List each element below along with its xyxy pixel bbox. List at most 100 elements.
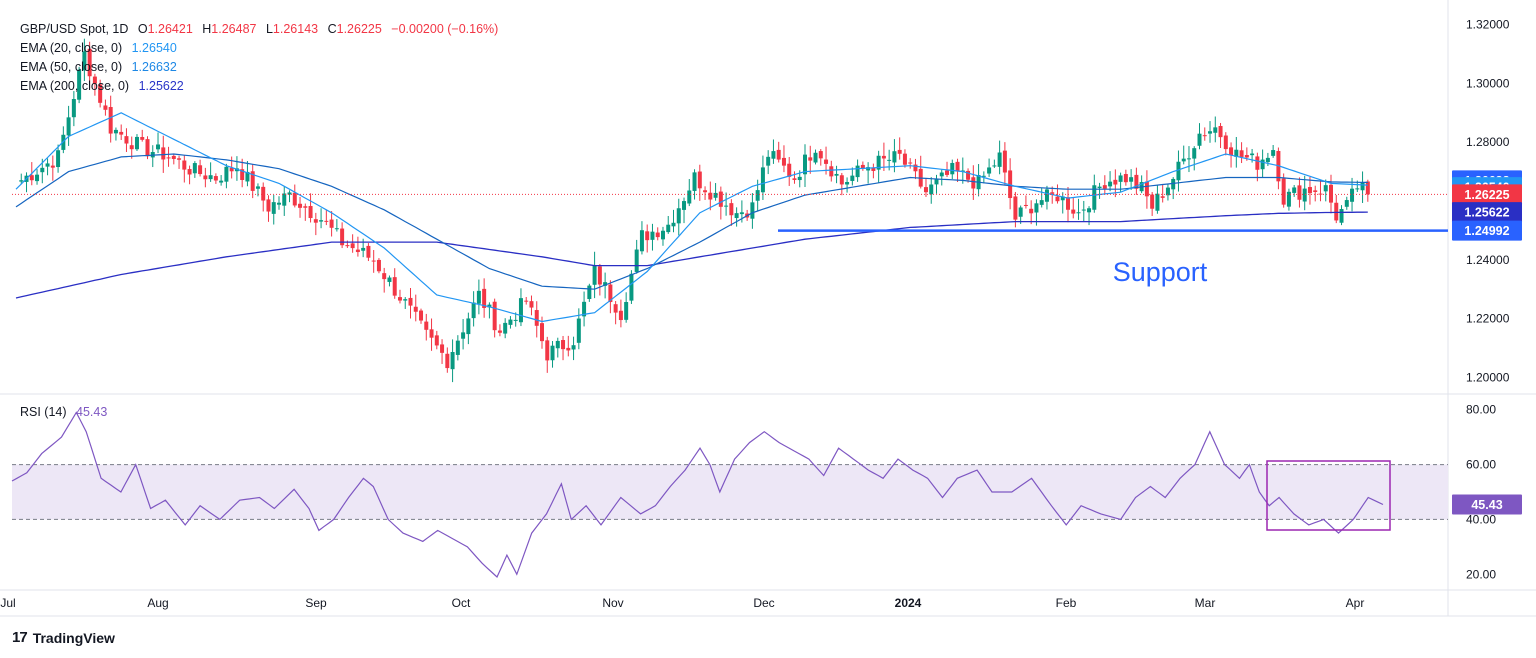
candle-body: [208, 175, 213, 180]
candle-body: [497, 330, 502, 333]
ema200-label: EMA (200, close, 0): [20, 79, 130, 93]
x-tick-label: Jul: [0, 596, 15, 610]
candle-body: [1018, 207, 1023, 217]
candle-body: [1323, 185, 1328, 192]
ema20-label: EMA (20, close, 0): [20, 41, 123, 55]
candle-body: [376, 259, 381, 272]
candle-body: [829, 166, 834, 177]
open-value: 1.26421: [147, 22, 193, 36]
candle-body: [482, 288, 487, 308]
candle-body: [487, 304, 492, 308]
candle-body: [1160, 196, 1165, 198]
candle-body: [471, 302, 476, 319]
rsi-highlight-box[interactable]: [1266, 460, 1391, 531]
candle-body: [1092, 185, 1097, 210]
candle-body: [1355, 188, 1360, 190]
candle-body: [1155, 193, 1160, 211]
ema20-legend[interactable]: EMA (20, close, 0) 1.26540: [20, 41, 177, 55]
candle-body: [845, 182, 850, 185]
candle-body: [440, 344, 445, 353]
ema200-legend[interactable]: EMA (200, close, 0) 1.25622: [20, 79, 184, 93]
candle-body: [1134, 174, 1139, 189]
open-label: O: [137, 22, 148, 36]
candle-body: [1223, 135, 1228, 150]
candle-body: [1087, 208, 1092, 213]
candle-body: [1208, 131, 1213, 134]
candle-body: [156, 144, 161, 150]
candle-body: [66, 117, 71, 136]
rsi-tick-label: 80.00: [1466, 403, 1496, 417]
candle-body: [913, 164, 918, 172]
candle-body: [776, 149, 781, 160]
price-axis-label: 1.24992: [1452, 220, 1522, 241]
candle-body: [1281, 178, 1286, 205]
candle-body: [608, 284, 613, 303]
candle-body: [461, 332, 466, 339]
candle-body: [1002, 150, 1007, 173]
x-tick-label: Mar: [1195, 596, 1216, 610]
ema200-value: 1.25622: [138, 79, 184, 93]
candle-body: [308, 205, 313, 219]
candle-body: [618, 310, 623, 321]
candle-body: [1144, 181, 1149, 197]
candle-body: [524, 300, 529, 302]
rsi-legend[interactable]: RSI (14) 45.43: [20, 405, 107, 419]
candle-body: [1181, 158, 1186, 162]
candle-body: [1176, 161, 1181, 181]
ema50-line: [15, 153, 1368, 290]
candle-body: [298, 203, 303, 208]
candle-body: [639, 230, 644, 252]
candle-body: [1097, 186, 1102, 189]
candle-body: [1013, 196, 1018, 220]
candle-body: [892, 151, 897, 163]
candle-body: [876, 155, 881, 170]
candle-body: [334, 228, 339, 230]
candle-body: [455, 340, 460, 355]
tradingview-logo-icon: 17: [12, 629, 28, 646]
candle-body: [555, 340, 560, 349]
candle-body: [1292, 187, 1297, 193]
candle-body: [371, 260, 376, 262]
candle-body: [813, 152, 818, 163]
candle-body: [508, 319, 513, 325]
tradingview-brand[interactable]: 17 TradingView: [12, 629, 115, 646]
ema200-line: [15, 211, 1368, 299]
candle-body: [103, 105, 108, 110]
candle-body: [466, 318, 471, 335]
ema50-value: 1.26632: [131, 60, 177, 74]
candle-body: [540, 323, 544, 342]
candle-body: [366, 245, 371, 258]
candle-body: [629, 273, 634, 301]
candle-body: [534, 310, 539, 326]
price-tick-label: 1.22000: [1466, 312, 1510, 326]
candle-body: [571, 345, 576, 350]
price-axis-label: 1.25622: [1452, 202, 1522, 223]
candle-body: [597, 266, 602, 285]
candle-body: [187, 169, 192, 175]
candle-body: [1229, 147, 1234, 156]
low-value: 1.26143: [272, 22, 319, 36]
candle-body: [587, 285, 592, 300]
candle-body: [729, 203, 734, 216]
candle-body: [40, 167, 45, 173]
ema20-line: [15, 112, 1368, 323]
candle-body: [92, 76, 97, 84]
ema20-value: 1.26540: [131, 41, 177, 55]
candle-body: [213, 176, 218, 181]
candle-body: [145, 139, 150, 157]
candle-body: [1202, 135, 1207, 137]
ema50-legend[interactable]: EMA (50, close, 0) 1.26632: [20, 60, 177, 74]
candle-body: [319, 220, 324, 222]
candle-body: [313, 219, 318, 223]
close-value: 1.26225: [336, 22, 382, 36]
x-tick-label: Nov: [602, 596, 623, 610]
candle-body: [781, 157, 786, 166]
candle-body: [71, 99, 76, 118]
candle-body: [45, 163, 50, 167]
candle-body: [950, 162, 955, 175]
candle-body: [582, 301, 587, 317]
candle-body: [434, 335, 439, 346]
candle-body: [850, 175, 855, 181]
candle-body: [566, 347, 571, 351]
candle-body: [682, 201, 687, 210]
